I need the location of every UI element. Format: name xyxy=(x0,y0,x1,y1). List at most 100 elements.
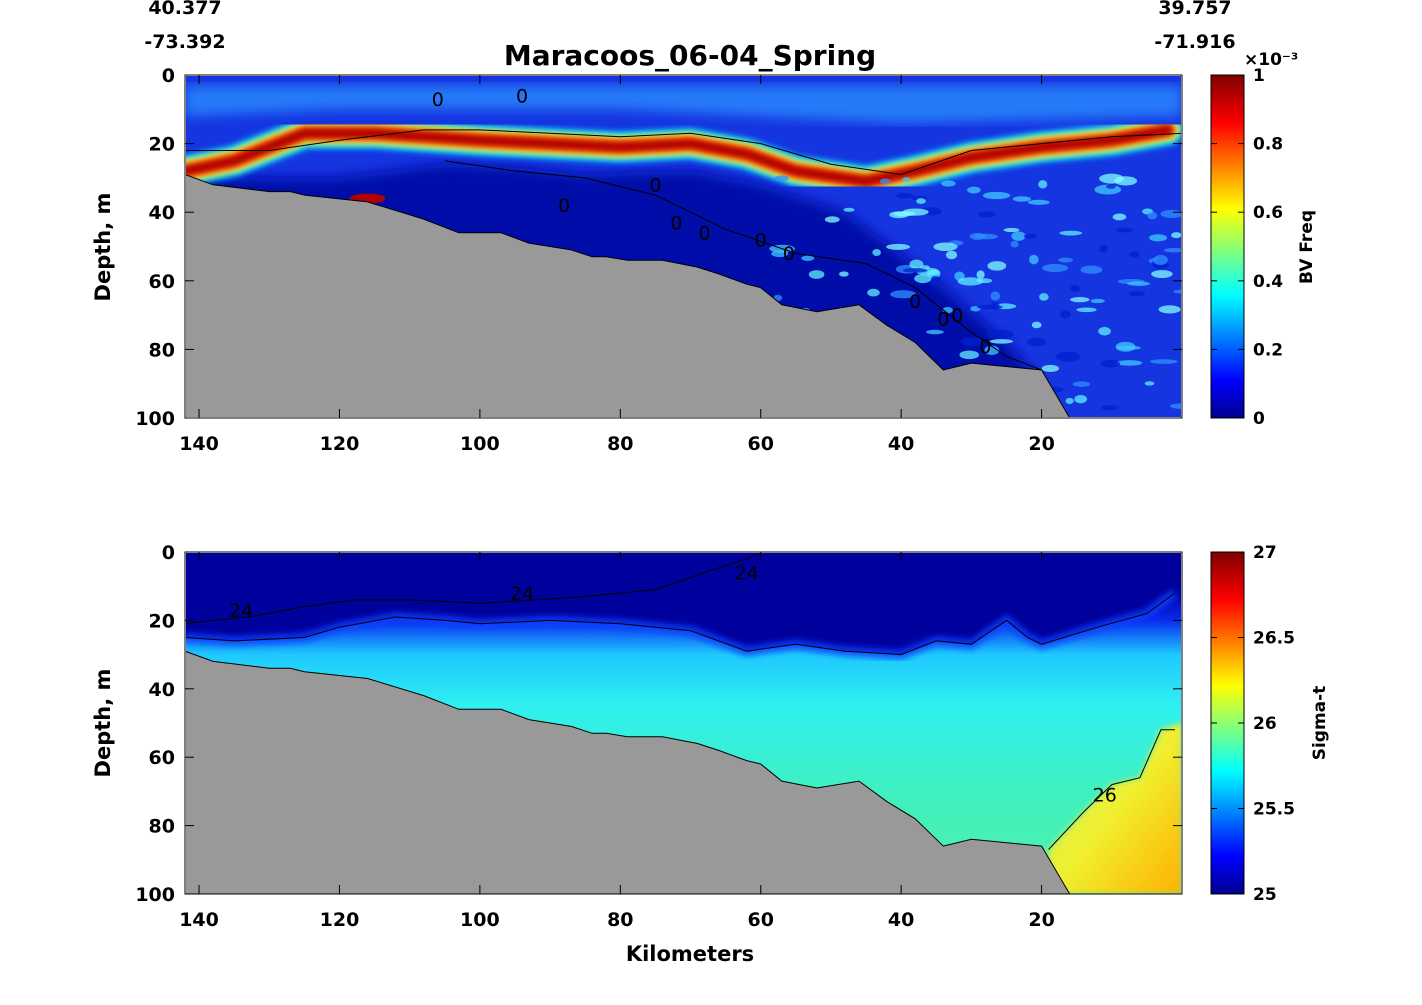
bv-contour-label: 0 xyxy=(937,308,949,330)
bv-speckle xyxy=(946,250,958,260)
top-x-axis: 140 120 100 80 60 40 20 xyxy=(179,75,1055,455)
y-tick-label: 20 xyxy=(149,134,175,156)
bv-speckle xyxy=(933,242,958,252)
bv-speckle xyxy=(1070,285,1081,292)
bv-speckle xyxy=(1163,247,1181,253)
bv-speckle xyxy=(990,291,1001,301)
bathymetry-area xyxy=(186,174,1070,417)
bv-speckle xyxy=(909,259,924,270)
colorbar-tick-label: 27 xyxy=(1253,543,1277,563)
bv-speckle xyxy=(1038,180,1048,189)
bv-contour-line xyxy=(186,129,1181,176)
right-lon-label: -71.916 xyxy=(1154,31,1235,53)
bv-speckle xyxy=(930,275,941,286)
bv-colorbar-exponent: ×10⁻³ xyxy=(1244,50,1298,70)
bv-contour-line xyxy=(444,160,1042,371)
chart-title: Maracoos_06-04_Spring xyxy=(504,39,876,72)
x-tick-label: 100 xyxy=(460,433,500,455)
sigma-colorbar-label: Sigma-t xyxy=(1310,686,1330,761)
bv-speckle xyxy=(824,216,840,223)
bv-speckle xyxy=(989,339,1014,344)
bv-speckle xyxy=(1026,337,1047,347)
colorbar-tick-label: 0.8 xyxy=(1253,135,1283,155)
bv-speckle xyxy=(872,249,881,257)
bv-speckle xyxy=(774,175,789,182)
bv-speckle xyxy=(974,233,998,240)
dense-bottom-water xyxy=(1048,723,1181,894)
bv-speckle xyxy=(1170,403,1181,409)
bv-freq-colorbar: 0 0.2 0.4 0.6 0.8 1 xyxy=(1210,66,1283,429)
bv-speckle xyxy=(1055,351,1081,362)
bv-speckle xyxy=(902,268,928,273)
colorbar-tick-label: 1 xyxy=(1253,66,1265,86)
bv-speckle xyxy=(1010,240,1019,248)
bv-speckle xyxy=(1090,298,1105,304)
bv-speckle xyxy=(1126,281,1151,286)
bv-speckle xyxy=(1041,364,1059,372)
isopycnal-24-line xyxy=(186,553,760,625)
sigma-t-colorbar: 25 25.5 26 26.5 27 xyxy=(1210,543,1295,905)
bv-contour-label: 0 xyxy=(755,230,767,252)
x-tick-label: 20 xyxy=(1028,433,1054,455)
bv-speckle xyxy=(1153,255,1168,265)
x-tick-label: 140 xyxy=(179,433,219,455)
bv-speckle xyxy=(839,271,849,277)
bv-speckle xyxy=(1149,234,1168,242)
sigma-contour-label: 24 xyxy=(510,583,534,605)
bv-speckle xyxy=(916,198,926,205)
bv-speckle xyxy=(1070,296,1090,303)
bv-speckle xyxy=(843,207,855,212)
bv-speckle xyxy=(1115,341,1136,352)
bv-speckle xyxy=(1072,381,1091,387)
bottom-x-axis: 140 120 100 80 60 40 20 xyxy=(179,552,1055,931)
bv-speckle xyxy=(1144,381,1155,386)
top-axes-frame xyxy=(184,74,1183,419)
bv-speckle xyxy=(879,178,891,185)
bv-contour-label: 0 xyxy=(951,305,963,327)
x-tick-label: 20 xyxy=(1028,909,1054,931)
bv-speckle xyxy=(1012,196,1032,202)
bv-contour-label: 0 xyxy=(670,212,682,234)
x-tick-label: 120 xyxy=(320,909,360,931)
bv-contour-label: 0 xyxy=(649,175,661,197)
isopycnal-26-line xyxy=(1048,729,1175,850)
bv-speckle xyxy=(941,180,956,187)
x-tick-label: 60 xyxy=(748,909,774,931)
bv-speckle xyxy=(1076,307,1097,313)
bv-speckle xyxy=(1011,231,1026,241)
bv-speckle xyxy=(1112,213,1127,221)
pycnocline-ridge xyxy=(186,125,1173,187)
bv-speckle xyxy=(890,290,917,299)
bv-speckle xyxy=(982,191,1011,200)
bv-speckle xyxy=(976,278,993,284)
bv-speckle xyxy=(1031,321,1042,329)
bv-speckle xyxy=(1158,305,1181,314)
bv-speckle xyxy=(1116,227,1134,233)
sigma-contour-label: 26 xyxy=(1093,785,1117,807)
bv-speckle xyxy=(902,208,929,216)
colorbar-tick-label: 26.5 xyxy=(1253,629,1295,649)
bv-speckle xyxy=(1023,233,1037,239)
bv-speckle xyxy=(1151,270,1173,278)
bv-speckle xyxy=(886,243,911,250)
bv-speckle xyxy=(976,270,985,279)
bv-contour-label: 0 xyxy=(979,336,991,358)
colorbar-tick-label: 25.5 xyxy=(1253,800,1295,820)
isopycnal-24-lower-line xyxy=(186,592,1176,656)
bv-speckle xyxy=(896,193,915,199)
sigma-contour-label: 24 xyxy=(735,562,759,584)
bv-speckle xyxy=(1098,327,1111,336)
bv-speckle xyxy=(960,337,985,347)
y-tick-label: 0 xyxy=(162,65,175,87)
colorbar-tick-label: 0.2 xyxy=(1253,340,1283,360)
bathymetry-area xyxy=(186,651,1071,894)
x-tick-label: 80 xyxy=(607,433,633,455)
right-lat-label: 39.757 xyxy=(1158,0,1231,19)
bv-speckle xyxy=(1114,176,1138,186)
sigma-t-contours: 24 24 24 26 xyxy=(186,553,1176,850)
x-tick-label: 40 xyxy=(888,909,914,931)
y-tick-label: 100 xyxy=(135,884,175,906)
bv-speckle xyxy=(967,186,981,194)
